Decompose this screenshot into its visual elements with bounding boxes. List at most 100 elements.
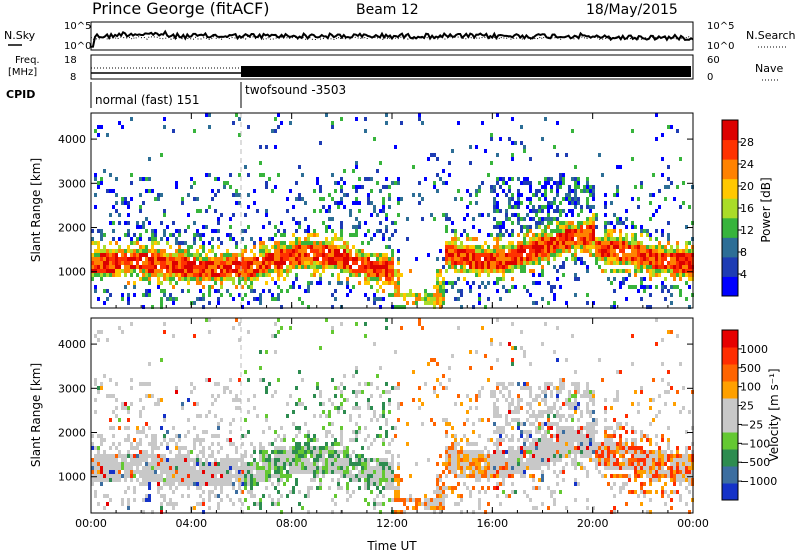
- velocity-cell: [445, 466, 448, 470]
- velocity-cell: [469, 470, 472, 474]
- power-cell: [487, 213, 490, 217]
- power-cell: [109, 293, 112, 297]
- velocity-cell: [538, 446, 541, 450]
- velocity-cell: [532, 454, 535, 458]
- power-cell: [277, 173, 280, 177]
- power-cell: [187, 289, 190, 293]
- power-cell: [343, 205, 346, 209]
- velocity-cell: [97, 330, 100, 334]
- power-cell: [496, 201, 499, 205]
- velocity-cell: [553, 458, 556, 462]
- velocity-cell: [457, 494, 460, 498]
- power-cell: [388, 265, 391, 269]
- velocity-cell: [322, 410, 325, 414]
- velocity-cell: [271, 502, 274, 506]
- power-cell: [388, 277, 391, 281]
- velocity-cell: [145, 422, 148, 426]
- power-cell: [352, 245, 355, 249]
- power-cell: [373, 205, 376, 209]
- power-cell: [226, 257, 229, 261]
- power-cell: [667, 165, 670, 169]
- power-cell: [115, 177, 118, 181]
- velocity-cell: [400, 498, 403, 502]
- velocity-cell: [367, 446, 370, 450]
- velocity-cell: [112, 462, 115, 466]
- cpid-segment-normal: normal (fast) 151: [95, 93, 199, 107]
- power-cell: [259, 261, 262, 265]
- power-cell: [202, 277, 205, 281]
- power-cell: [103, 253, 106, 257]
- power-cell: [331, 261, 334, 265]
- velocity-cell: [490, 458, 493, 462]
- power-cell: [613, 245, 616, 249]
- velocity-cell: [160, 458, 163, 462]
- power-cell: [340, 253, 343, 257]
- power-cell: [538, 237, 541, 241]
- power-cell: [523, 241, 526, 245]
- power-cell: [688, 253, 691, 257]
- power-cell: [139, 177, 142, 181]
- velocity-cell: [223, 386, 226, 390]
- power-cell: [238, 173, 241, 177]
- power-cell: [124, 233, 127, 237]
- power-cell: [481, 265, 484, 269]
- velocity-cell: [229, 442, 232, 446]
- velocity-cell: [283, 434, 286, 438]
- velocity-cell: [544, 382, 547, 386]
- velocity-cell: [358, 426, 361, 430]
- power-cell: [535, 225, 538, 229]
- velocity-cell: [115, 478, 118, 482]
- power-cell: [274, 281, 277, 285]
- power-cell: [91, 229, 94, 233]
- power-cell: [586, 189, 589, 193]
- velocity-cell: [589, 434, 592, 438]
- velocity-cell: [397, 454, 400, 458]
- velocity-cell: [193, 478, 196, 482]
- velocity-cell: [418, 386, 421, 390]
- power-cell: [298, 253, 301, 257]
- power-cell: [148, 289, 151, 293]
- power-cell: [151, 245, 154, 249]
- velocity-cell: [256, 414, 259, 418]
- power-cell: [679, 253, 682, 257]
- power-cell: [127, 265, 130, 269]
- power-cell: [466, 261, 469, 265]
- power-cell: [481, 269, 484, 273]
- power-cell: [376, 181, 379, 185]
- power-cell: [514, 201, 517, 205]
- velocity-cell: [496, 442, 499, 446]
- velocity-cell: [577, 438, 580, 442]
- velocity-cell: [217, 466, 220, 470]
- velocity-cell: [610, 458, 613, 462]
- power-cell: [178, 253, 181, 257]
- power-cell: [640, 233, 643, 237]
- power-cell: [583, 189, 586, 193]
- power-cell: [607, 277, 610, 281]
- power-cell: [421, 297, 424, 301]
- velocity-cell: [190, 382, 193, 386]
- power-cell: [511, 265, 514, 269]
- power-cell: [265, 269, 268, 273]
- velocity-cell: [172, 490, 175, 494]
- power-cell: [226, 233, 229, 237]
- velocity-cell: [217, 462, 220, 466]
- power-cell: [589, 245, 592, 249]
- power-cell: [592, 185, 595, 189]
- power-cell: [172, 261, 175, 265]
- power-cell: [466, 257, 469, 261]
- velocity-cell: [607, 462, 610, 466]
- velocity-cell: [532, 442, 535, 446]
- velocity-cell: [370, 470, 373, 474]
- velocity-cell: [460, 466, 463, 470]
- velocity-cell: [286, 478, 289, 482]
- velocity-cell: [577, 382, 580, 386]
- velocity-cell: [232, 462, 235, 466]
- power-cell: [385, 113, 388, 117]
- velocity-cell: [514, 450, 517, 454]
- velocity-cell: [310, 478, 313, 482]
- power-cell: [121, 261, 124, 265]
- power-cell: [397, 277, 400, 281]
- power-cell: [544, 229, 547, 233]
- velocity-cell: [157, 478, 160, 482]
- power-cell: [538, 181, 541, 185]
